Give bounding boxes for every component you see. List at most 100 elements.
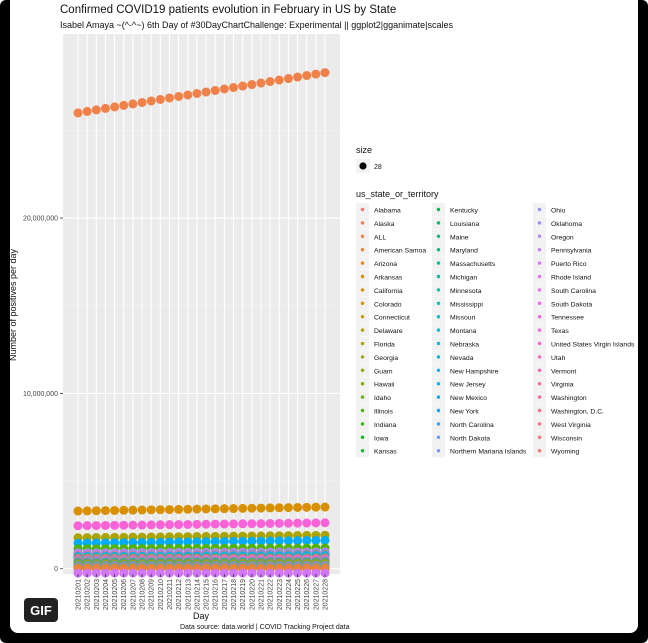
legend-label: California	[374, 288, 403, 295]
x-tick-label: 20210208	[140, 579, 147, 610]
data-point	[73, 568, 83, 578]
legend-label: Montana	[450, 328, 477, 335]
legend-swatch	[537, 422, 542, 426]
legend-swatch	[436, 341, 441, 346]
legend-swatch	[436, 315, 441, 319]
legend-label: South Carolina	[551, 288, 596, 295]
legend-label: Illinois	[374, 409, 393, 416]
data-point	[146, 568, 156, 578]
data-point	[311, 535, 321, 545]
data-point	[174, 568, 184, 578]
x-tick-label: 20210203	[94, 579, 101, 610]
legend-swatch	[537, 395, 542, 399]
legend-label: Virginia	[551, 382, 574, 389]
data-point	[201, 504, 211, 514]
data-point	[100, 568, 110, 578]
legend-label: Maryland	[450, 248, 478, 255]
legend-label: New Mexico	[450, 395, 487, 402]
legend-swatch	[436, 435, 441, 439]
data-point	[192, 88, 202, 98]
legend-swatch	[436, 301, 441, 305]
legend-label: Ohio	[551, 208, 566, 215]
data-point	[265, 536, 275, 546]
legend-swatch	[436, 328, 441, 332]
legend-swatch	[436, 422, 441, 426]
legend-swatch	[436, 395, 441, 399]
legend-swatch	[360, 221, 365, 225]
data-point	[174, 504, 184, 514]
data-point	[137, 537, 147, 547]
data-point	[183, 90, 193, 100]
legend-label: Maine	[450, 234, 469, 241]
legend-swatch	[537, 301, 542, 305]
data-point	[311, 69, 321, 79]
data-point	[302, 71, 312, 81]
data-point	[247, 568, 257, 578]
data-point	[219, 84, 229, 94]
legend-swatch	[360, 395, 365, 399]
legend-label: Hawaii	[374, 382, 395, 389]
data-point	[274, 518, 284, 528]
data-point	[174, 520, 184, 530]
data-point	[274, 536, 284, 546]
y-tick-label: 10,000,000	[23, 391, 58, 398]
legend-swatch	[537, 261, 542, 265]
x-tick-label: 20210210	[158, 579, 165, 610]
legend-swatch	[537, 248, 542, 252]
data-point	[265, 568, 275, 578]
size-legend-title: size	[356, 145, 372, 155]
data-point	[302, 518, 312, 528]
data-point	[164, 568, 174, 578]
x-tick-label: 20210201	[76, 579, 83, 610]
legend-label: Georgia	[374, 355, 398, 362]
data-point	[229, 504, 239, 514]
data-point	[274, 503, 284, 513]
legend-label: Wisconsin	[551, 435, 582, 442]
data-point	[146, 520, 156, 530]
data-point	[210, 537, 220, 547]
chart-caption: Data source: data.world | COVID Tracking…	[180, 624, 350, 631]
grid-lines	[63, 34, 340, 574]
data-point	[265, 503, 275, 513]
legend-swatch	[360, 328, 365, 332]
y-axis-label: Number of positives per day	[10, 248, 18, 361]
legend-label: Wyoming	[551, 449, 579, 456]
data-point	[100, 506, 110, 516]
legend-label: Nebraska	[450, 342, 479, 349]
data-point	[210, 85, 220, 95]
legend-swatch	[537, 368, 542, 372]
x-tick-label: 20210212	[176, 579, 183, 610]
data-point	[128, 99, 138, 109]
data-point	[320, 502, 330, 512]
legend-label: Minnesota	[450, 288, 482, 295]
data-point	[256, 536, 266, 546]
x-tick-label: 20210214	[194, 579, 201, 610]
legend-label: New Hampshire	[450, 368, 499, 375]
legend-label: ALL	[374, 234, 386, 241]
legend-swatch	[436, 234, 441, 238]
data-point	[91, 521, 101, 531]
legend-label: Washington, D.C.	[551, 409, 604, 416]
x-tick-label: 20210205	[112, 579, 119, 610]
data-point	[110, 505, 120, 515]
legend-swatch	[537, 274, 542, 279]
data-point	[283, 74, 293, 84]
x-tick-label: 20210216	[213, 579, 220, 610]
legend-label: Alaska	[374, 221, 395, 228]
data-point	[119, 100, 129, 110]
size-legend-dot	[359, 162, 367, 170]
data-point	[183, 519, 193, 529]
x-tick-label: 20210207	[130, 579, 137, 610]
data-point	[293, 568, 303, 578]
data-point	[119, 568, 129, 578]
x-tick-label: 20210215	[204, 579, 211, 610]
data-point	[229, 536, 239, 546]
legend-swatch	[360, 368, 365, 372]
data-point	[219, 536, 229, 546]
legend-swatch	[537, 449, 542, 453]
legend-label: Kentucky	[450, 208, 479, 215]
color-legend-title: us_state_or_territory	[356, 189, 439, 199]
legend-label: Vermont	[551, 368, 576, 375]
x-tick-label: 20210222	[268, 579, 275, 610]
